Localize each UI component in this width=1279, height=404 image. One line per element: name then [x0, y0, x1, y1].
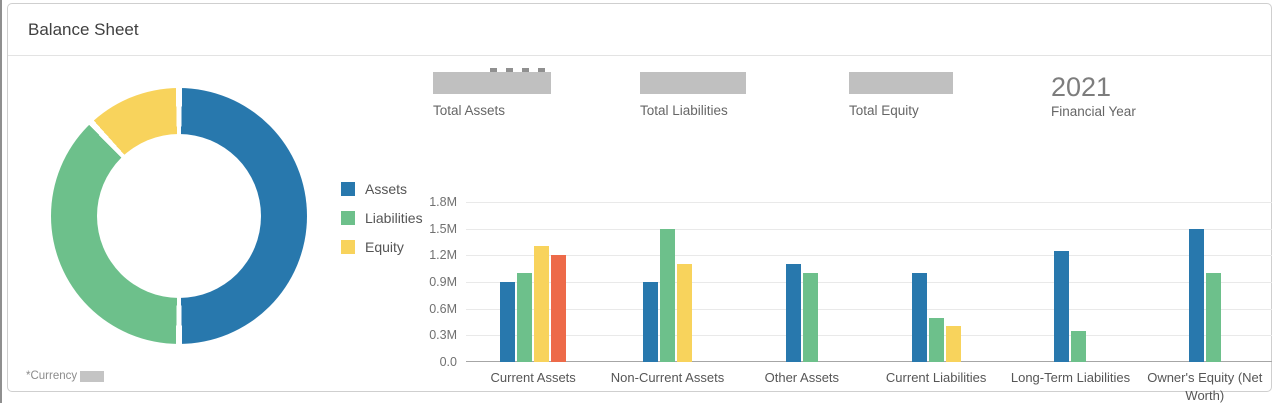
category-label: Current Assets	[490, 370, 576, 385]
footnote-redacted-chip	[80, 370, 105, 382]
card-header: Balance Sheet	[8, 4, 1271, 56]
gridline	[466, 335, 1272, 336]
y-axis-tick-label: 1.2M	[429, 248, 457, 262]
bar-group-4	[869, 202, 1003, 362]
bar-equity-4[interactable]	[945, 326, 961, 362]
bar-group-2	[600, 202, 734, 362]
y-axis-tick-label: 0.6M	[429, 302, 457, 316]
gridline	[466, 255, 1272, 256]
donut-chart[interactable]	[51, 88, 307, 344]
kpi-label: Total Assets	[433, 103, 506, 118]
bar-assets-4[interactable]	[911, 273, 927, 362]
card-body: Assets Liabilities Equity Total Assets Tota…	[8, 56, 1272, 403]
balance-sheet-card: Balance Sheet Assets Liabilities Equity To…	[7, 3, 1272, 403]
bar-equity-2[interactable]	[676, 264, 692, 362]
kpi-label: Financial Year	[1051, 104, 1136, 119]
donut-hole	[97, 134, 261, 298]
footnote: *Currency	[26, 370, 105, 382]
kpi-value-redacted	[849, 72, 953, 94]
legend-swatch	[341, 240, 355, 254]
card-title: Balance Sheet	[28, 19, 139, 39]
category-label: Non-Current Assets	[610, 370, 725, 385]
bar-assets-3[interactable]	[785, 264, 801, 362]
kpi-card-total-liabilities: Total Liabilities	[640, 72, 746, 118]
y-axis-tick-label: 0.9M	[429, 275, 457, 289]
legend: Assets Liabilities Equity	[341, 181, 423, 255]
gridline	[466, 229, 1272, 230]
kpi-label: Total Liabilities	[640, 103, 728, 118]
legend-item-assets[interactable]: Assets	[341, 181, 423, 197]
bar-series4-1[interactable]	[551, 255, 567, 362]
legend-swatch	[341, 211, 355, 225]
bar-group-1	[466, 202, 600, 362]
gridline	[466, 309, 1272, 310]
gridline	[466, 282, 1272, 283]
footnote-label: *Currency	[26, 370, 78, 382]
legend-label: Equity	[365, 239, 404, 255]
window-left-edge	[0, 0, 2, 403]
bar-group-3	[735, 202, 869, 362]
gridline	[466, 202, 1272, 203]
kpi-value: 2021	[1051, 72, 1112, 102]
kpi-value-redacted	[433, 68, 551, 94]
y-axis-tick-label: 1.5M	[429, 222, 457, 236]
bar-chart-plot: 1.8M 1.5M 1.2M 0.9M 0.6M 0.3M 0.0	[429, 195, 1272, 369]
kpi-value-redacted	[640, 72, 746, 94]
kpi-card-financial-year: 2021 Financial Year	[1051, 72, 1136, 119]
bar-equity-1[interactable]	[534, 246, 550, 362]
bar-assets-6[interactable]	[1188, 229, 1204, 362]
kpi-card-total-assets: Total Assets	[433, 68, 551, 118]
bar-liabilities-2[interactable]	[659, 229, 675, 362]
bar-group-5	[1003, 202, 1137, 362]
legend-item-liabilities[interactable]: Liabilities	[341, 210, 423, 226]
y-axis-tick-label: 0.3M	[429, 328, 457, 342]
bar-liabilities-5[interactable]	[1071, 331, 1087, 362]
category-label: Current Liabilities	[885, 370, 987, 385]
bar-group-6	[1138, 202, 1272, 362]
kpi-card-total-equity: Total Equity	[849, 72, 953, 118]
bar-chart: 1.8M 1.5M 1.2M 0.9M 0.6M 0.3M 0.0 Current Asse…	[429, 195, 1272, 403]
category-label: Long-Term Liabilities	[1010, 370, 1131, 385]
bar-assets-1[interactable]	[500, 282, 516, 362]
kpi-label: Total Equity	[849, 103, 919, 118]
legend-item-equity[interactable]: Equity	[341, 239, 423, 255]
bar-liabilities-1[interactable]	[517, 273, 533, 362]
y-axis-tick-label: 0.0	[439, 355, 457, 369]
legend-label: Assets	[365, 181, 408, 197]
legend-swatch	[341, 182, 355, 196]
bar-liabilities-3[interactable]	[802, 273, 818, 362]
kpi-row: Total Assets Total Liabilities Total Equit…	[433, 68, 1263, 134]
y-axis-tick-label: 1.8M	[429, 195, 457, 209]
bar-groups	[466, 202, 1272, 362]
bar-assets-5[interactable]	[1054, 251, 1070, 362]
category-label: Other Assets	[764, 370, 840, 385]
category-labels: Current Assets Non-Current Assets Other As…	[466, 369, 1272, 404]
category-label: Owner's Equity (Net Worth)	[1147, 370, 1263, 403]
bar-liabilities-4[interactable]	[928, 318, 944, 362]
bar-liabilities-6[interactable]	[1205, 273, 1221, 362]
bar-assets-2[interactable]	[642, 282, 658, 362]
legend-label: Liabilities	[365, 210, 423, 226]
